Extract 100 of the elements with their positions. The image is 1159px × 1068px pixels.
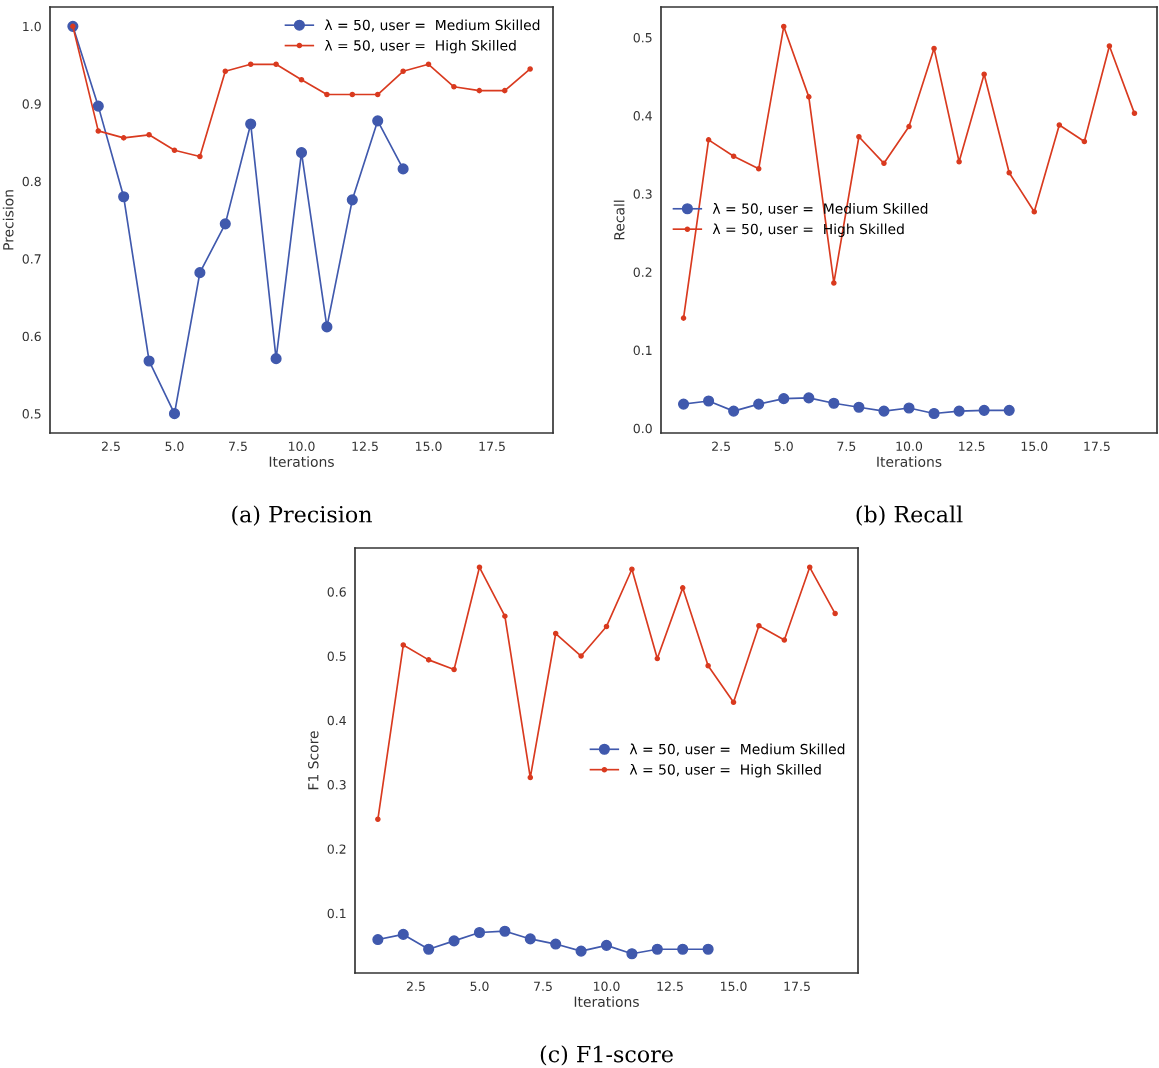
y-tick-label: 0.3 <box>327 780 346 790</box>
point <box>324 91 330 98</box>
point <box>527 66 533 72</box>
point <box>981 71 987 78</box>
x-tick-label: 12.5 <box>657 981 683 992</box>
point <box>705 137 712 143</box>
point <box>753 398 765 410</box>
point <box>703 395 715 407</box>
point <box>1106 43 1113 49</box>
point <box>679 585 686 591</box>
point <box>245 118 257 130</box>
point <box>1031 209 1038 215</box>
text: (a) Precision <box>232 505 372 526</box>
x-tick-label: 12.5 <box>959 441 985 452</box>
point <box>118 191 130 203</box>
point <box>197 153 203 160</box>
y-axis-title: Recall <box>613 200 625 240</box>
y-tick-label: 0.9 <box>22 99 41 109</box>
point <box>603 623 610 630</box>
point <box>499 925 511 937</box>
point <box>372 934 384 946</box>
point <box>881 160 887 167</box>
point <box>1003 404 1015 416</box>
point <box>755 166 762 172</box>
point <box>146 132 152 138</box>
y-tick-label: 0.4 <box>633 111 652 121</box>
point <box>856 133 862 140</box>
point <box>273 61 279 68</box>
legend-label: λ = 50, user = High Skilled <box>629 763 821 778</box>
y-axis-title: Precision <box>2 190 14 250</box>
point <box>451 83 457 90</box>
y-tick-label: 0.0 <box>633 423 652 434</box>
point <box>527 774 534 781</box>
point <box>375 816 381 823</box>
x-tick-label: 10.0 <box>593 981 620 992</box>
point <box>321 321 333 333</box>
point <box>600 939 613 951</box>
y-tick-label: 0.5 <box>22 409 41 419</box>
point <box>677 398 690 410</box>
x-tick-label: 12.5 <box>352 441 378 452</box>
x-tick-label: 15.0 <box>415 441 442 452</box>
point <box>143 355 155 367</box>
y-tick-label: 0.7 <box>22 254 41 264</box>
point <box>247 61 254 68</box>
point <box>1006 169 1012 176</box>
y-tick-label: 0.5 <box>633 32 652 43</box>
point <box>349 91 356 98</box>
point <box>728 405 740 417</box>
point <box>705 662 711 669</box>
point <box>550 938 562 950</box>
point <box>501 87 508 94</box>
x-tick-label: 15.0 <box>720 981 747 992</box>
point <box>295 147 308 159</box>
point <box>92 100 104 112</box>
point <box>400 642 407 648</box>
point <box>168 408 181 420</box>
point <box>374 91 381 98</box>
point <box>832 610 838 617</box>
point <box>448 935 460 947</box>
point <box>298 77 305 83</box>
point <box>853 401 865 413</box>
point <box>903 402 915 414</box>
y-tick-label: 0.8 <box>22 176 41 187</box>
x-tick-label: 15.0 <box>1021 441 1048 452</box>
point <box>730 153 737 160</box>
y-axis-title: F1 Score <box>308 731 319 790</box>
x-axis-title: Iterations <box>269 456 334 467</box>
point <box>425 657 432 663</box>
x-tick-label: 7.5 <box>229 441 247 452</box>
point <box>780 23 787 30</box>
point <box>680 315 687 321</box>
point <box>1081 138 1088 145</box>
point <box>451 666 457 673</box>
x-tick-label: 17.5 <box>784 981 810 992</box>
x-tick-label: 2.5 <box>101 441 120 452</box>
point <box>828 397 840 409</box>
x-tick-label: 17.5 <box>1084 441 1110 452</box>
point <box>878 405 890 417</box>
y-tick-label: 0.1 <box>633 345 652 356</box>
point <box>1131 110 1138 117</box>
x-tick-label: 5.0 <box>470 981 489 992</box>
point <box>978 404 990 416</box>
legend-label: λ = 50, user = High Skilled <box>324 39 516 54</box>
point <box>425 61 432 68</box>
y-tick-label: 0.2 <box>327 844 346 854</box>
point <box>95 128 102 134</box>
point <box>781 637 788 643</box>
legend-label: λ = 50, user = Medium Skilled <box>629 743 845 756</box>
point <box>677 943 689 955</box>
point <box>626 948 638 960</box>
point <box>806 564 813 571</box>
point <box>194 267 206 279</box>
point <box>222 68 229 75</box>
y-tick-label: 0.6 <box>327 587 346 597</box>
y-tick-label: 1.0 <box>23 21 41 32</box>
point <box>397 163 409 175</box>
point <box>270 353 282 365</box>
point <box>473 926 486 939</box>
point <box>756 623 762 629</box>
y-tick-label: 0.5 <box>327 651 346 661</box>
